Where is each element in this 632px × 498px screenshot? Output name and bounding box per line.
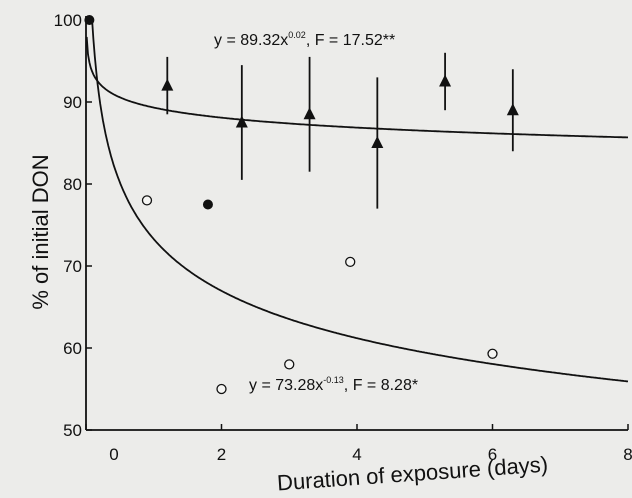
triangle-point (439, 74, 452, 87)
fit-curve (85, 36, 628, 139)
y-tick-label: 90 (63, 93, 82, 112)
x-tick-label: 8 (623, 445, 632, 464)
open-circle-point (487, 348, 498, 359)
triangle-point (371, 136, 384, 148)
triangle-point (303, 107, 316, 120)
x-tick-label: 2 (217, 445, 226, 464)
filled-circle-point (84, 15, 95, 25)
triangle-point (235, 115, 248, 128)
bottom-equation: y = 73.28x-0.13, F = 8.28* (249, 375, 418, 394)
y-tick-label: 70 (63, 257, 82, 276)
x-tick-label: 0 (109, 445, 118, 464)
y-tick-label: 100 (54, 11, 82, 30)
tick-labels: 0 2 4 6 8 50 60 70 80 90 100 (54, 11, 632, 464)
data-marks (84, 15, 519, 395)
filled-circle-point (202, 199, 213, 210)
top-equation: y = 89.32x0.02, F = 17.52** (214, 30, 395, 49)
fit-curve (86, 19, 629, 383)
fit-curves (85, 19, 629, 383)
y-tick-label: 60 (63, 339, 82, 358)
y-axis-title: % of initial DON (28, 154, 53, 309)
open-circle-point (216, 383, 227, 395)
open-circle-point (141, 195, 153, 206)
triangle-point (506, 103, 519, 116)
x-axis-title: Duration of exposure (days) (276, 452, 549, 496)
y-tick-label: 50 (63, 421, 82, 440)
open-circle-point (345, 256, 356, 268)
x-tick-label: 4 (352, 445, 361, 464)
triangle-point (161, 78, 174, 91)
open-circle-point (284, 359, 295, 370)
x-tick-label: 6 (488, 445, 497, 464)
y-tick-label: 80 (63, 175, 82, 194)
